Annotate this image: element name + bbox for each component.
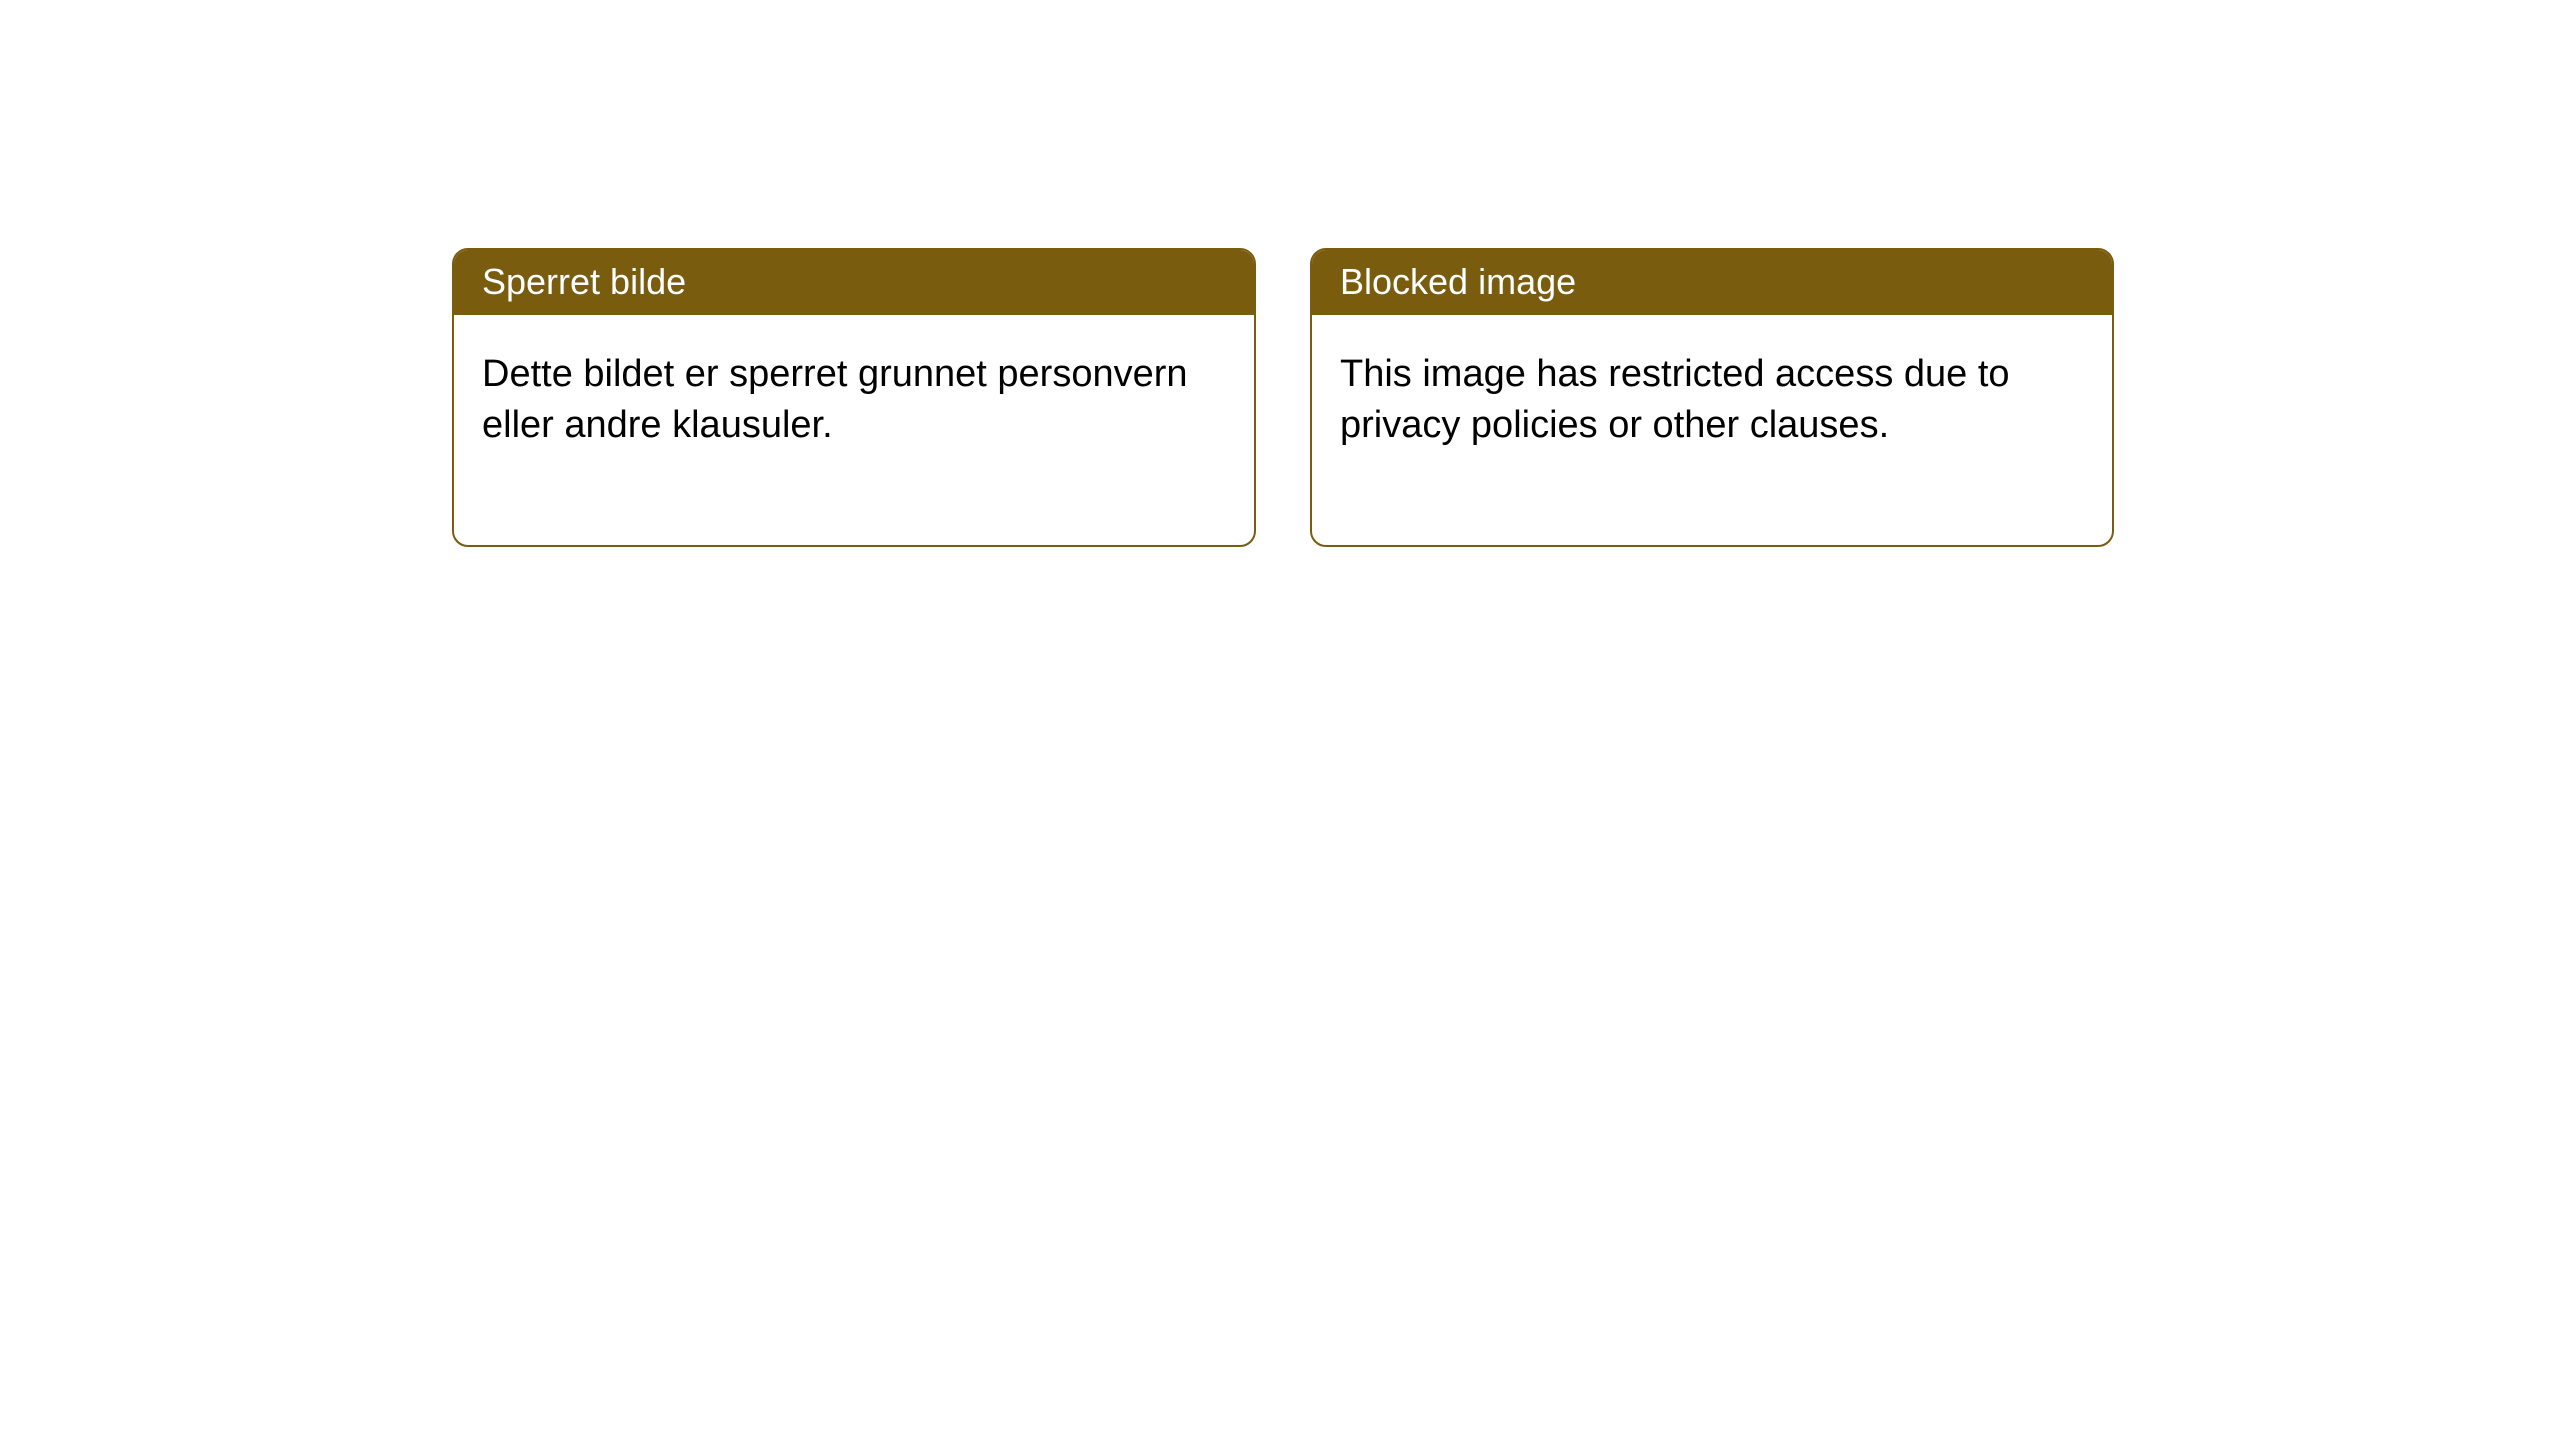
notice-container: Sperret bilde Dette bildet er sperret gr…: [452, 248, 2114, 547]
notice-title-english: Blocked image: [1312, 250, 2112, 315]
notice-box-english: Blocked image This image has restricted …: [1310, 248, 2114, 547]
notice-title-norwegian: Sperret bilde: [454, 250, 1254, 315]
notice-body-english: This image has restricted access due to …: [1312, 315, 2112, 545]
notice-box-norwegian: Sperret bilde Dette bildet er sperret gr…: [452, 248, 1256, 547]
notice-body-norwegian: Dette bildet er sperret grunnet personve…: [454, 315, 1254, 545]
